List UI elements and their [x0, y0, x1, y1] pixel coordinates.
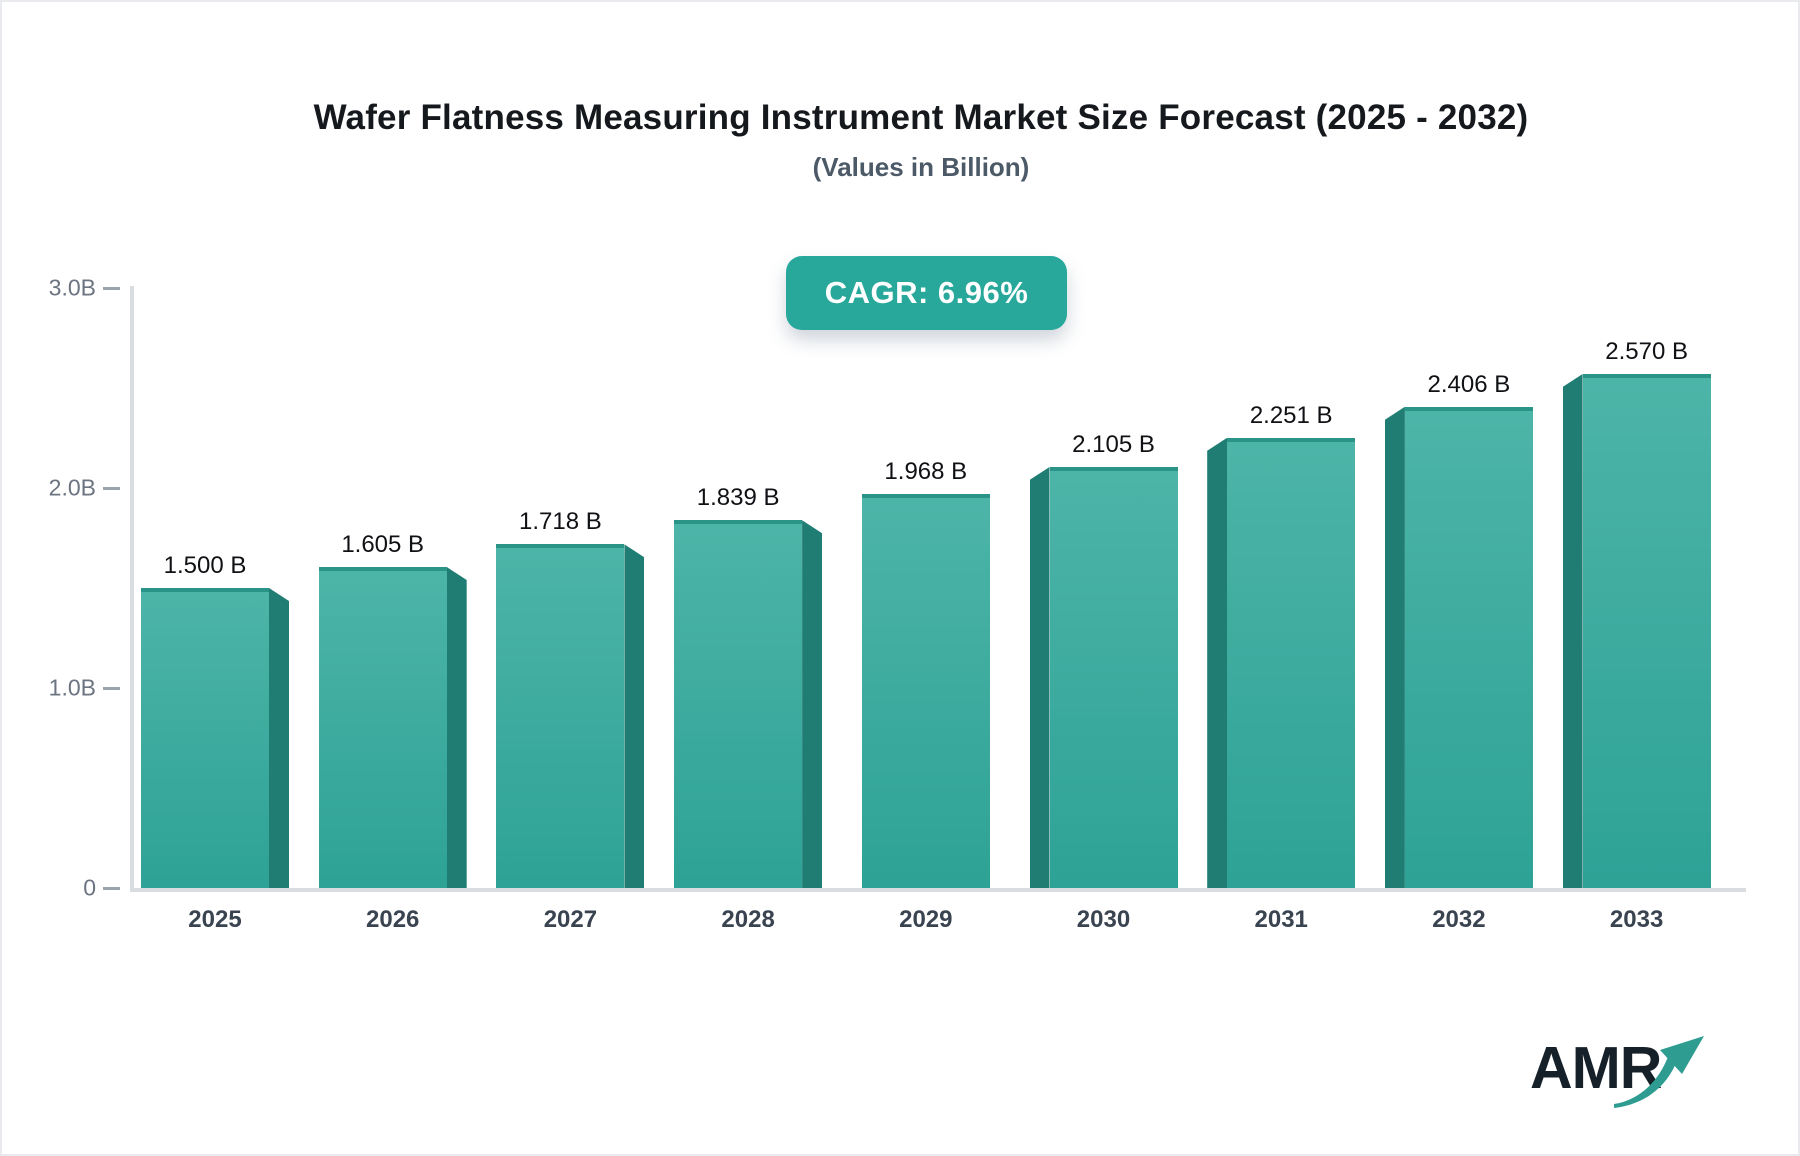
amr-logo: AMR	[1530, 1034, 1715, 1118]
bar-3d-side	[802, 520, 823, 888]
bar-value-label: 1.500 B	[163, 552, 247, 579]
bar-3d-side	[1562, 374, 1583, 888]
x-axis-label-2027: 2027	[543, 906, 598, 933]
x-axis-line	[130, 888, 1746, 892]
bar-value-label: 1.718 B	[519, 508, 602, 536]
x-axis-label-2032: 2032	[1432, 906, 1486, 933]
amr-logo-text: AMR	[1530, 1035, 1662, 1101]
bar-2025	[141, 588, 269, 888]
bar-3d-side	[1384, 406, 1405, 888]
chart-subtitle: (Values in Billion)	[812, 152, 1030, 182]
bar-value-label: 2.251 B	[1249, 401, 1333, 429]
bar-value-label: 1.839 B	[696, 484, 780, 512]
x-axis-label-2026: 2026	[365, 906, 420, 933]
y-axis-tick-label: 1.0B	[48, 674, 96, 701]
y-axis-tick-mark	[103, 687, 120, 690]
y-axis-tick-mark	[103, 487, 120, 490]
bar-2032	[1404, 406, 1533, 888]
bar-2027	[496, 544, 625, 888]
y-axis-tick-mark	[103, 287, 120, 290]
x-axis-label-2025: 2025	[188, 906, 242, 933]
y-axis-tick-mark	[103, 887, 120, 890]
y-axis-tick-label: 0	[83, 874, 96, 901]
cagr-badge-label: CAGR: 6.96%	[824, 275, 1029, 310]
x-axis-label-2029: 2029	[899, 906, 953, 933]
chart-title: Wafer Flatness Measuring Instrument Mark…	[313, 98, 1529, 137]
x-axis-label-2033: 2033	[1609, 906, 1664, 933]
bar-value-label: 1.605 B	[341, 531, 425, 558]
bar-3d-side	[446, 567, 467, 888]
x-axis-label-2031: 2031	[1254, 906, 1308, 933]
y-axis-tick-label: 3.0B	[48, 274, 96, 301]
bar-3d-side	[269, 588, 289, 888]
bar-value-label: 2.406 B	[1427, 370, 1511, 398]
y-axis-line	[130, 286, 134, 892]
bar-value-label: 1.968 B	[884, 458, 968, 486]
growth-arrow-icon	[1614, 1036, 1704, 1108]
bar-2029	[861, 494, 990, 888]
bar-2033	[1582, 374, 1711, 888]
bar-value-label: 2.105 B	[1072, 431, 1155, 458]
bar-2026	[318, 567, 447, 888]
y-axis-tick-label: 2.0B	[48, 474, 96, 501]
cagr-badge: CAGR: 6.96%	[786, 256, 1067, 330]
x-axis-label-2030: 2030	[1076, 906, 1131, 933]
bar-2030	[1049, 467, 1178, 888]
bar-2028	[674, 520, 803, 888]
bar-2031	[1227, 437, 1356, 888]
bar-3d-side	[1207, 437, 1228, 888]
bar-value-label: 2.570 B	[1605, 338, 1688, 365]
bar-3d-side	[1029, 467, 1050, 888]
bar-3d-side	[624, 544, 645, 888]
x-axis-label-2028: 2028	[721, 906, 775, 933]
